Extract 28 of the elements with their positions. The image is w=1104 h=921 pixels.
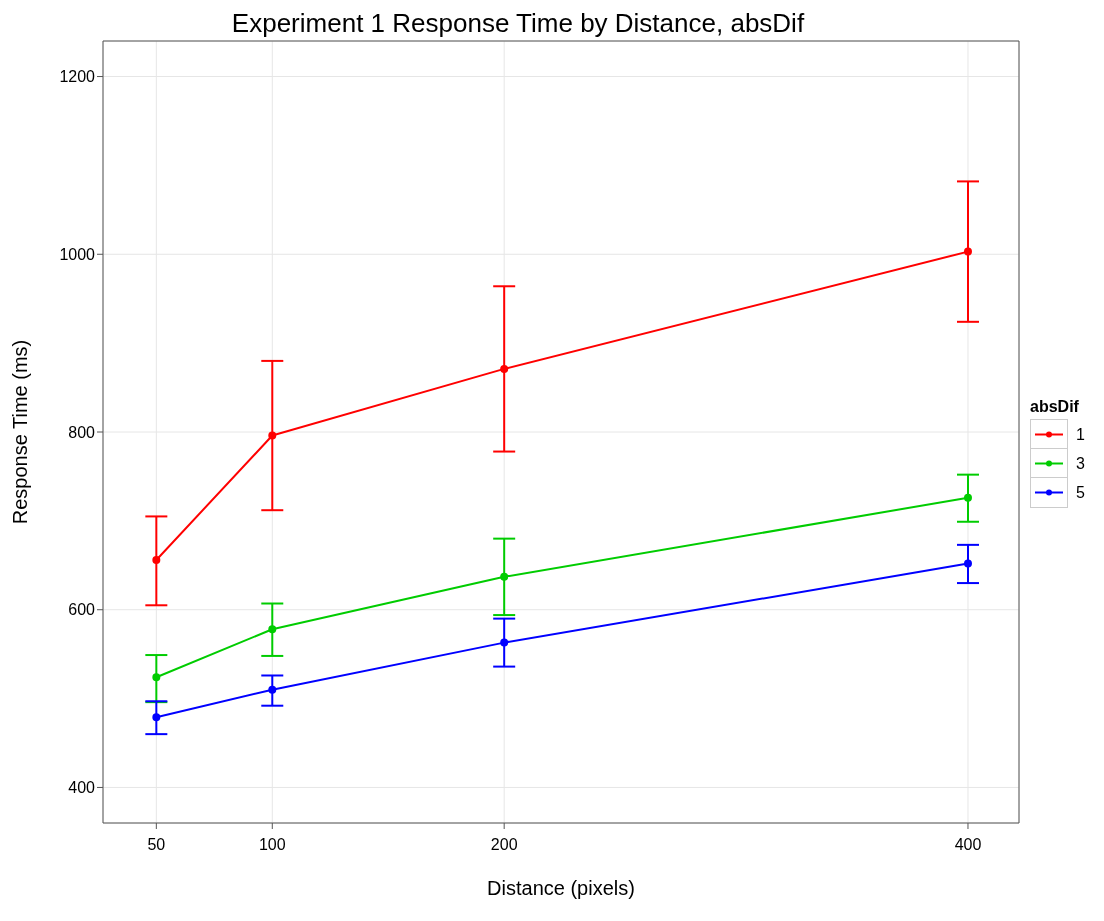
point — [963, 559, 972, 568]
point — [152, 555, 161, 564]
y-tick-label: 1000 — [59, 245, 96, 263]
chart-title: Experiment 1 Response Time by Distance, absDif — [230, 8, 806, 39]
legend-label: 3 — [1076, 454, 1085, 473]
point — [268, 685, 277, 694]
x-tick-label: 400 — [954, 836, 982, 854]
point — [268, 431, 277, 440]
legend-title: absDif — [1030, 398, 1080, 416]
point — [152, 713, 161, 722]
point — [152, 673, 161, 682]
x-tick-label: 50 — [147, 836, 166, 854]
point — [500, 364, 509, 373]
y-axis-title: Response Time (ms) — [9, 339, 32, 525]
legend-label: 1 — [1076, 425, 1085, 444]
legend-label: 5 — [1076, 483, 1085, 502]
point — [963, 493, 972, 502]
y-tick-label: 600 — [68, 601, 96, 619]
x-tick-label: 100 — [258, 836, 286, 854]
y-tick-label: 400 — [68, 779, 96, 797]
y-tick-label: 800 — [68, 423, 96, 441]
x-tick-label: 200 — [490, 836, 518, 854]
point — [963, 247, 972, 256]
point — [500, 572, 509, 581]
x-axis-title: Distance (pixels) — [487, 877, 635, 899]
point — [500, 638, 509, 647]
point — [268, 625, 277, 634]
y-tick-label: 1200 — [59, 68, 96, 86]
